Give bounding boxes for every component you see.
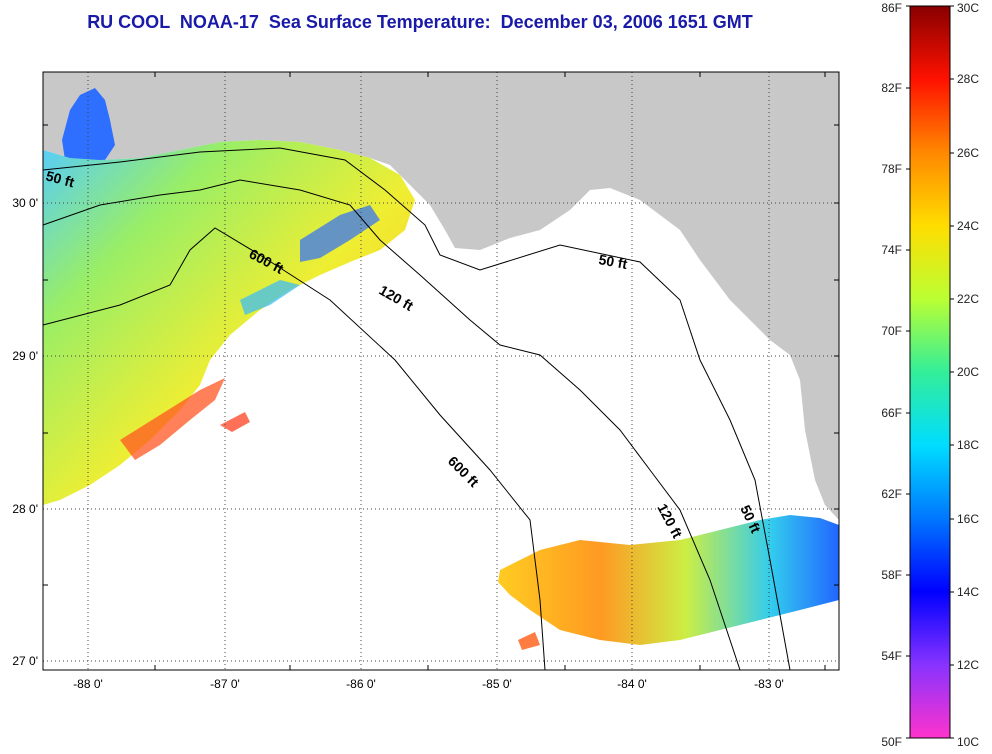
tick-marks <box>43 72 839 670</box>
fahrenheit-label: 62F <box>881 487 902 501</box>
lat-label: 29 0' <box>12 349 38 363</box>
sst-warm-streak-2 <box>220 412 250 432</box>
fahrenheit-label: 82F <box>881 81 902 95</box>
map-title: RU COOL NOAA-17 Sea Surface Temperature:… <box>87 12 753 32</box>
lon-label: -88 0' <box>73 677 103 691</box>
lon-label: -86 0' <box>346 677 376 691</box>
fahrenheit-label: 50F <box>881 735 902 749</box>
lat-label: 27 0' <box>12 654 38 668</box>
lat-label: 28 0' <box>12 502 38 516</box>
celsius-label: 14C <box>957 585 979 599</box>
sst-east-fragment <box>518 632 540 650</box>
contour-600ft <box>42 227 546 671</box>
sst-warm-streak <box>120 378 225 460</box>
land-mass <box>43 72 839 520</box>
map-frame-border <box>42 71 840 671</box>
fahrenheit-label: 78F <box>881 162 902 176</box>
color-scale-bar <box>909 5 951 739</box>
sst-cool-fragments-2 <box>240 280 300 315</box>
celsius-label: 24C <box>957 219 979 233</box>
sst-cool-fragments <box>300 205 380 262</box>
celsius-label: 22C <box>957 292 979 306</box>
celsius-label: 12C <box>957 658 979 672</box>
celsius-label: 26C <box>957 146 979 160</box>
contour-label: 50 ft <box>597 251 628 272</box>
fahrenheit-label: 58F <box>881 568 902 582</box>
celsius-label: 30C <box>957 1 979 15</box>
lon-label: -87 0' <box>210 677 240 691</box>
celsius-label: 16C <box>957 512 979 526</box>
fahrenheit-label: 74F <box>881 243 902 257</box>
bathymetry-contours <box>42 147 791 671</box>
lon-label: -84 0' <box>617 677 647 691</box>
sst-east-patch <box>498 515 839 645</box>
contour-120ft <box>42 179 741 671</box>
lat-label: 30 0' <box>12 196 38 210</box>
celsius-label: 10C <box>957 735 979 749</box>
fahrenheit-label: 54F <box>881 649 902 663</box>
grid-lines <box>43 72 839 670</box>
fahrenheit-label: 86F <box>881 1 902 15</box>
celsius-label: 20C <box>957 365 979 379</box>
fahrenheit-label: 66F <box>881 406 902 420</box>
color-scale-ticks <box>906 5 954 739</box>
lon-label: -83 0' <box>754 677 784 691</box>
celsius-label: 18C <box>957 438 979 452</box>
fahrenheit-label: 70F <box>881 324 902 338</box>
celsius-label: 28C <box>957 72 979 86</box>
lon-label: -85 0' <box>482 677 512 691</box>
contour-50ft <box>42 147 791 671</box>
contour-label: 50 ft <box>44 167 76 190</box>
